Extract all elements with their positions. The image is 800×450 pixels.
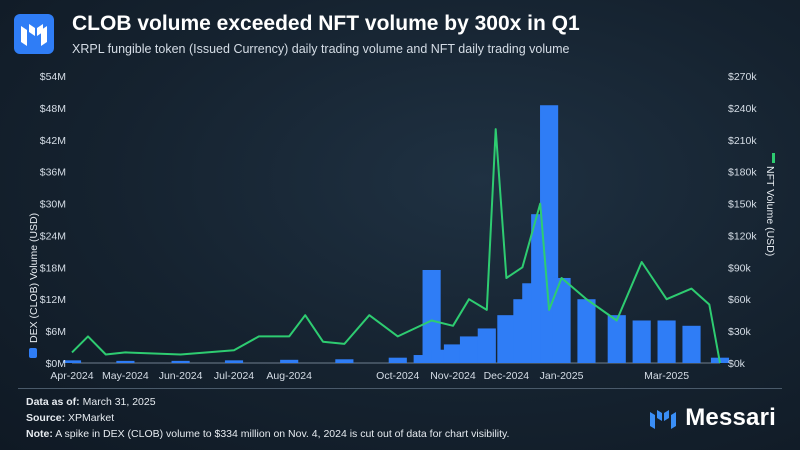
dex-bar [422, 269, 441, 363]
y-left-tick-label: $18M [40, 262, 66, 274]
data-as-of-label: Data as of: [26, 396, 80, 408]
y-left-tick-label: $0M [46, 358, 66, 370]
dex-bar [552, 277, 571, 363]
y-right-tick-label: $120k [728, 230, 757, 242]
dex-bar [280, 359, 299, 363]
x-tick-label: Jan-2025 [540, 370, 584, 382]
dex-bar [171, 360, 190, 363]
brand: Messari [649, 404, 776, 432]
dex-bar [62, 360, 82, 363]
chart-title: CLOB volume exceeded NFT volume by 300x … [72, 12, 580, 35]
dex-volume-bars [62, 105, 730, 363]
dex-bar [335, 359, 354, 363]
brand-logo-icon [14, 14, 54, 54]
volume-chart: $0M $6M $12M $18M $24M $30M $36M $42M $48M $54M $… [28, 71, 776, 382]
right-axis-ticks: $0k $30k $60k $90k $120k $150k $180k $210k $240k… [728, 71, 757, 370]
y-left-tick-label: $6M [46, 326, 66, 338]
nft-line [71, 128, 721, 364]
dex-bar [607, 315, 626, 363]
x-tick-label: Dec-2024 [484, 370, 530, 382]
y-left-tick-label: $42M [40, 135, 66, 147]
dex-bar [477, 328, 496, 363]
y-right-tick-label: $270k [728, 71, 757, 83]
nft-legend-swatch [772, 153, 775, 163]
x-tick-label: May-2024 [102, 370, 149, 382]
y-left-tick-label: $54M [40, 71, 66, 83]
x-tick-label: Oct-2024 [376, 370, 419, 382]
dex-bar [459, 336, 479, 363]
left-axis-label: DEX (CLOB) Volume (USD) [28, 213, 40, 343]
source-value: XPMarket [68, 412, 115, 424]
footer-divider [18, 388, 782, 389]
y-left-tick-label: $48M [40, 103, 66, 115]
dex-bar [116, 360, 135, 363]
dex-bar [682, 325, 701, 363]
y-right-tick-label: $240k [728, 103, 757, 115]
dex-bar [497, 315, 516, 363]
y-right-tick-label: $60k [728, 294, 752, 306]
y-left-tick-label: $12M [40, 294, 66, 306]
y-right-tick-label: $150k [728, 199, 757, 211]
dex-bar [632, 320, 651, 363]
y-right-tick-label: $30k [728, 326, 752, 338]
y-right-tick-label: $180k [728, 167, 757, 179]
data-as-of-value: March 31, 2025 [82, 396, 156, 408]
y-right-tick-label: $90k [728, 262, 752, 274]
source: Source: XPMarket [26, 412, 114, 424]
x-tick-label: Jul-2024 [214, 370, 254, 382]
y-left-tick-label: $30M [40, 199, 66, 211]
chart-subtitle: XRPL fungible token (Issued Currency) da… [72, 42, 570, 56]
dex-legend-swatch [29, 348, 37, 358]
right-axis-title: NFT Volume (USD) [764, 153, 776, 256]
x-tick-label: Apr-2024 [50, 370, 93, 382]
x-tick-label: Aug-2024 [266, 370, 312, 382]
dex-bar [388, 357, 407, 363]
y-right-tick-label: $210k [728, 135, 757, 147]
dex-bar [443, 344, 463, 363]
left-axis-title: DEX (CLOB) Volume (USD) [28, 213, 40, 358]
y-left-tick-label: $36M [40, 167, 66, 179]
dex-bar [657, 320, 676, 363]
brand-name: Messari [685, 404, 776, 431]
x-tick-label: Jun-2024 [159, 370, 203, 382]
y-right-tick-label: $0k [728, 358, 746, 370]
y-left-tick-label: $24M [40, 230, 66, 242]
note: Note: A spike in DEX (CLOB) volume to $3… [26, 428, 509, 440]
note-value: A spike in DEX (CLOB) volume to $334 mil… [55, 428, 510, 440]
x-tick-label: Nov-2024 [430, 370, 476, 382]
messari-logo-icon [650, 410, 677, 429]
source-label: Source: [26, 412, 66, 424]
note-label: Note: [26, 428, 53, 440]
right-axis-label: NFT Volume (USD) [764, 166, 776, 256]
dex-bar [224, 360, 244, 363]
data-as-of: Data as of: March 31, 2025 [26, 396, 156, 408]
x-tick-label: Mar-2025 [644, 370, 689, 382]
nft-volume-line [71, 128, 721, 364]
left-axis-ticks: $0M $6M $12M $18M $24M $30M $36M $42M $48M $54M [40, 71, 66, 370]
dex-bar [577, 299, 596, 363]
x-axis-ticks: Apr-2024 May-2024 Jun-2024 Jul-2024 Aug-2024… [50, 370, 689, 382]
